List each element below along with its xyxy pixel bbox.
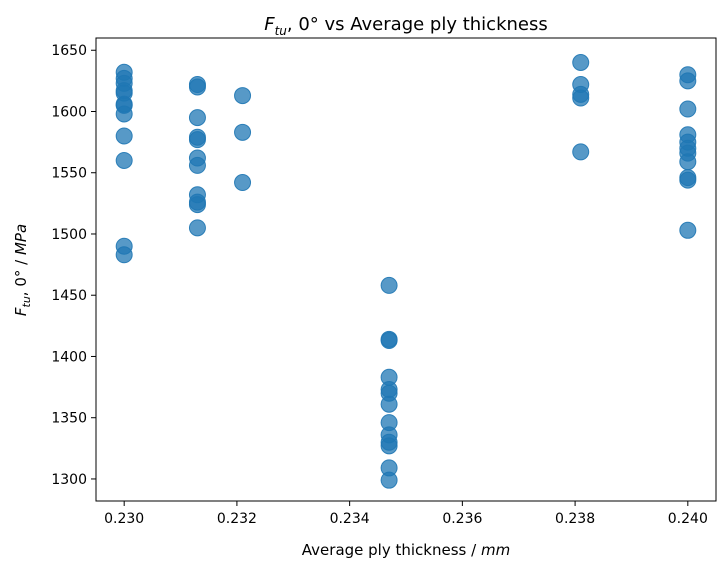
data-point — [234, 87, 252, 105]
data-point — [188, 219, 206, 237]
data-point — [115, 246, 133, 264]
x-tick-label: 0.238 — [555, 511, 595, 527]
x-tick-label: 0.240 — [668, 511, 708, 527]
data-point — [572, 143, 590, 161]
data-points — [115, 53, 697, 489]
y-tick-label: 1450 — [51, 288, 87, 304]
data-point — [115, 127, 133, 145]
y-tick-label: 1650 — [51, 43, 87, 59]
data-point — [188, 78, 206, 96]
data-point — [679, 153, 697, 171]
chart-title: Ftu, 0° vs Average ply thickness — [264, 14, 548, 38]
x-axis-ticks: 0.230 0.232 0.234 0.236 0.238 0.240 — [104, 501, 708, 527]
x-tick-label: 0.234 — [330, 511, 370, 527]
data-point — [679, 72, 697, 90]
y-tick-label: 1400 — [51, 349, 87, 365]
y-tick-label: 1550 — [51, 166, 87, 182]
data-point — [188, 131, 206, 149]
data-point — [188, 109, 206, 127]
data-point — [380, 395, 398, 413]
data-point — [380, 332, 398, 350]
data-point — [234, 174, 252, 192]
x-tick-label: 0.232 — [217, 511, 257, 527]
x-axis-label: Average ply thickness / mm — [302, 541, 510, 559]
y-tick-label: 1500 — [51, 227, 87, 243]
data-point — [679, 221, 697, 239]
x-tick-label: 0.236 — [442, 511, 482, 527]
data-point — [234, 123, 252, 141]
data-point — [188, 196, 206, 214]
data-point — [679, 100, 697, 118]
data-point — [380, 471, 398, 489]
plot-frame — [95, 37, 717, 502]
y-axis-ticks: 1300 1350 1400 1450 1500 1550 1600 1650 — [51, 43, 96, 488]
data-point — [115, 151, 133, 169]
y-tick-label: 1600 — [51, 104, 87, 120]
data-point — [380, 437, 398, 455]
data-point — [380, 276, 398, 294]
data-point — [572, 89, 590, 107]
y-tick-label: 1300 — [51, 472, 87, 488]
x-tick-label: 0.230 — [104, 511, 144, 527]
data-point — [188, 156, 206, 174]
data-point — [115, 105, 133, 123]
data-point — [679, 171, 697, 189]
y-tick-label: 1350 — [51, 411, 87, 427]
data-point — [572, 53, 590, 71]
y-axis-label: Ftu, 0° / MPa — [12, 224, 33, 316]
